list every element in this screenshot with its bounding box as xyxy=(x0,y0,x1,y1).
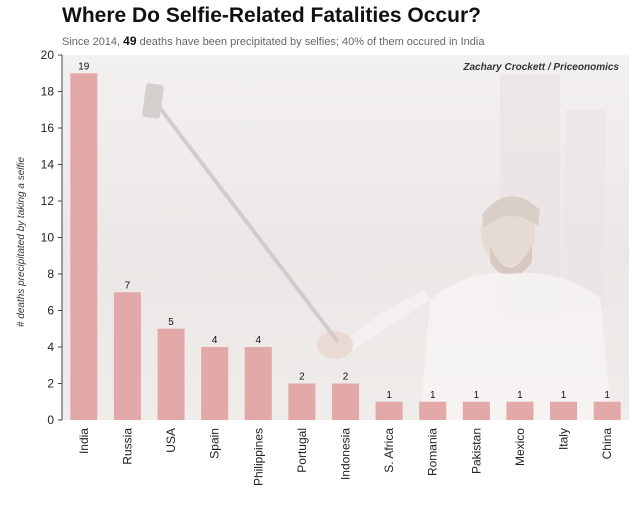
bar-china xyxy=(593,401,621,420)
selfie-photo-background xyxy=(62,55,629,420)
bar-value-label: 1 xyxy=(561,390,567,401)
y-tick-label: 16 xyxy=(41,121,55,135)
x-category-label: Indonesia xyxy=(339,428,353,480)
bar-pakistan xyxy=(462,401,490,420)
x-axis-category-labels: India Russia USA Spain Philippines Portugal In… xyxy=(77,428,614,486)
bar-spain xyxy=(201,347,229,420)
chart-title: Where Do Selfie-Related Fatalities Occur… xyxy=(62,4,481,27)
bar-value-label: 2 xyxy=(343,372,349,383)
bar-philippines xyxy=(244,347,272,420)
x-category-label: S. Africa xyxy=(382,428,396,473)
x-category-label: Philippines xyxy=(251,428,265,486)
man-taking-selfie-icon xyxy=(142,83,612,420)
y-tick-label: 18 xyxy=(41,85,55,99)
y-tick-label: 20 xyxy=(41,48,55,62)
y-tick-label: 2 xyxy=(47,377,54,391)
y-tick-label: 10 xyxy=(41,231,55,245)
bar-mexico xyxy=(506,401,534,420)
subtitle-text-end: deaths have been precipitated by selfies… xyxy=(136,36,485,48)
y-tick-label: 14 xyxy=(41,158,55,172)
y-tick-label: 4 xyxy=(47,340,54,354)
bar-value-label: 2 xyxy=(299,372,305,383)
subtitle-text-start: Since 2014, xyxy=(62,36,124,48)
bar-value-label: 1 xyxy=(474,390,480,401)
bar-value-label: 1 xyxy=(430,390,436,401)
bar-value-label: 5 xyxy=(168,317,174,328)
x-category-label: Russia xyxy=(120,428,134,465)
bar-s-africa xyxy=(375,401,403,420)
bar-romania xyxy=(419,401,447,420)
x-category-label: India xyxy=(77,428,91,454)
bar-value-labels: 19 7 5 4 4 2 2 1 1 1 1 1 1 xyxy=(78,61,610,401)
chart-subtitle: Since 2014, 49 deaths have been precipit… xyxy=(62,34,484,48)
bar-value-label: 4 xyxy=(255,335,261,346)
bar-value-label: 1 xyxy=(604,390,610,401)
x-category-label: Romania xyxy=(426,428,440,476)
y-tick-label: 12 xyxy=(41,194,55,208)
bar-value-label: 7 xyxy=(125,280,131,291)
bar-value-label: 19 xyxy=(78,61,90,72)
bar-usa xyxy=(157,328,185,420)
subtitle-death-count: 49 xyxy=(123,34,137,48)
x-category-label: Spain xyxy=(208,428,222,459)
x-category-label: Pakistan xyxy=(469,428,483,474)
y-tick-label: 8 xyxy=(47,267,54,281)
y-axis-label: # deaths precipitated by taking a selfie xyxy=(16,157,27,328)
bar-russia xyxy=(113,292,141,420)
bar-indonesia xyxy=(331,383,360,420)
x-category-label: Mexico xyxy=(513,428,527,466)
x-category-label: Italy xyxy=(557,428,571,450)
bar-value-label: 1 xyxy=(386,390,392,401)
bar-value-label: 1 xyxy=(517,390,523,401)
x-category-label: USA xyxy=(164,428,178,453)
bar-value-label: 4 xyxy=(212,335,218,346)
bars-group xyxy=(70,73,621,420)
y-tick-label: 0 xyxy=(47,413,54,427)
x-category-label: China xyxy=(600,428,614,460)
bar-italy xyxy=(550,401,578,420)
chart-credit: Zachary Crockett / Priceonomics xyxy=(462,62,619,73)
x-category-label: Portugal xyxy=(295,428,309,473)
y-tick-label: 6 xyxy=(47,304,54,318)
bar-india xyxy=(70,73,98,420)
bar-portugal xyxy=(288,383,316,420)
y-axis-ticks: 0 2 4 6 8 10 12 14 16 18 20 xyxy=(41,48,62,427)
